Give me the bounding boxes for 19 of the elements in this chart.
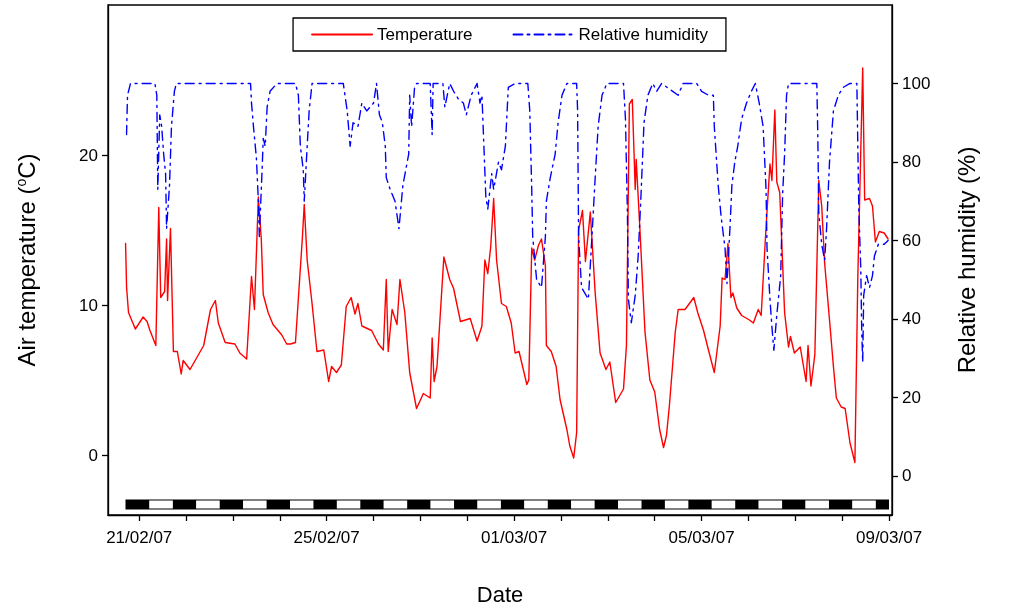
y2-tick-label: 60	[902, 230, 921, 250]
y2-tick-label: 100	[902, 73, 931, 93]
y-tick-label: 10	[79, 295, 98, 315]
legend-label: Temperature	[377, 25, 473, 44]
y-tick-label: 0	[88, 445, 98, 465]
x-tick-label: 25/02/07	[293, 528, 360, 547]
x-tick-label: 05/03/07	[668, 528, 735, 547]
y2-tick-label: 0	[902, 466, 912, 486]
y-tick-label: 20	[79, 145, 98, 165]
x-tick-label: 01/03/07	[481, 528, 548, 547]
y2-tick-label: 40	[902, 309, 921, 329]
x-tick-label: 09/03/07	[855, 528, 923, 547]
y2-axis-title: Relative humidity (%)	[952, 146, 980, 374]
x-tick-label: 21/02/07	[106, 528, 173, 547]
x-axis-title: Date	[476, 581, 524, 607]
y2-tick-label: 80	[902, 152, 921, 172]
y-axis-title: Air temperature (oC)	[12, 153, 40, 367]
legend-label: Relative humidity	[578, 25, 709, 44]
y2-tick-label: 20	[902, 387, 921, 407]
